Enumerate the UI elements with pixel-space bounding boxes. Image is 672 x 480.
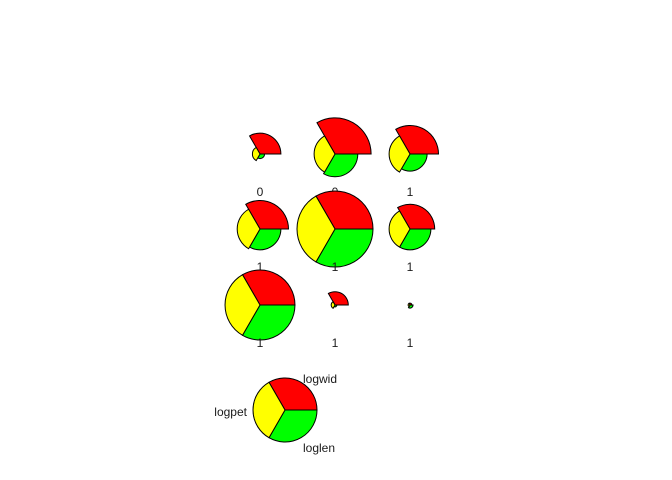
- segment-logpet: [313, 135, 336, 173]
- star-4: 1: [236, 200, 290, 274]
- star-8: 1: [327, 291, 349, 350]
- segment-logpet: [330, 301, 336, 309]
- key-label-loglen: loglen: [303, 441, 335, 455]
- star-label: 1: [332, 336, 339, 350]
- star-6: 1: [388, 203, 436, 274]
- segment-logpet: [388, 210, 411, 248]
- segment-logpet: [407, 302, 411, 308]
- key-segment-logwid: [268, 377, 318, 411]
- key-segment-loglen: [268, 409, 318, 443]
- star-1: 0: [248, 132, 282, 199]
- segment-loglen: [241, 304, 296, 341]
- star-5: 1: [296, 190, 374, 274]
- key-label-logpet: logpet: [214, 405, 247, 419]
- star-3: 1: [388, 125, 440, 199]
- segment-loglen: [315, 228, 374, 268]
- segment-logwid: [241, 269, 296, 306]
- segment-logpet: [296, 195, 336, 263]
- star-label: 1: [257, 260, 264, 274]
- star-label: 1: [257, 336, 264, 350]
- segment-logpet: [224, 274, 261, 336]
- segment-logpet: [251, 146, 261, 162]
- segment-logwid: [315, 190, 374, 230]
- segment-logpet: [388, 135, 411, 173]
- star-label: 1: [407, 336, 414, 350]
- star-7: 1: [224, 269, 296, 350]
- segment-logpet: [236, 208, 261, 250]
- star-label: 1: [407, 185, 414, 199]
- star-label: 0: [257, 185, 264, 199]
- key-label-logwid: logwid: [303, 372, 337, 386]
- star-2: 0: [313, 117, 372, 199]
- segment-logwid: [316, 117, 372, 155]
- star-label: 1: [332, 260, 339, 274]
- star-9: 1: [407, 302, 414, 350]
- key-star: logwid loglen logpet: [214, 372, 337, 455]
- star-label: 1: [407, 260, 414, 274]
- key-segment-logpet: [252, 381, 286, 439]
